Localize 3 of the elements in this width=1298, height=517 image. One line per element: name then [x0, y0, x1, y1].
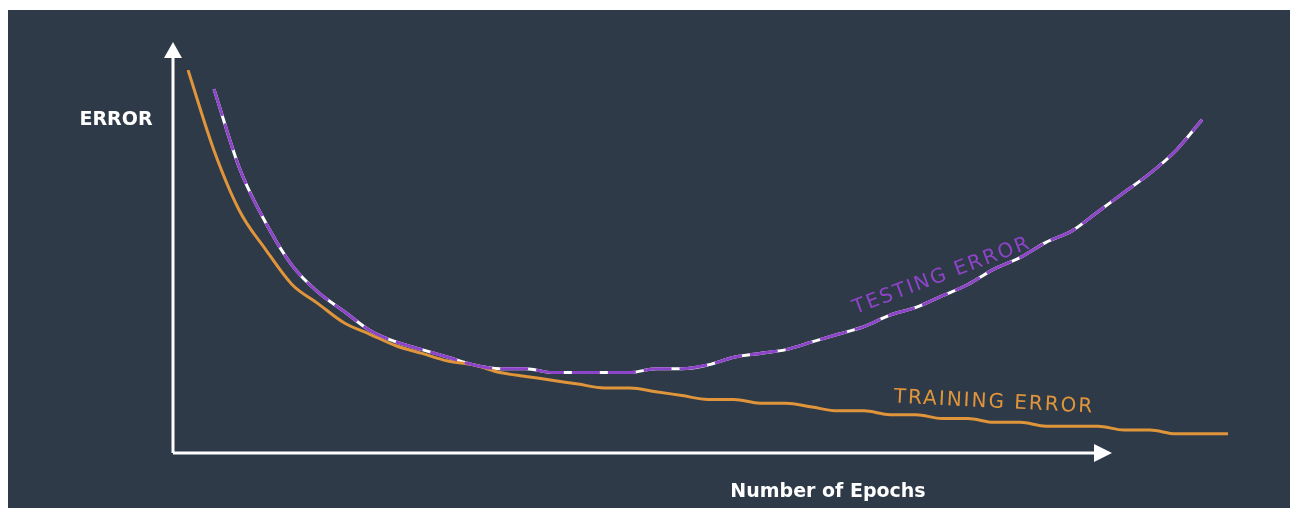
x-axis-title: Number of Epochs — [730, 478, 926, 501]
y-axis-title: ERROR — [79, 106, 153, 129]
series-label: TRAINING ERROR — [892, 383, 1095, 418]
